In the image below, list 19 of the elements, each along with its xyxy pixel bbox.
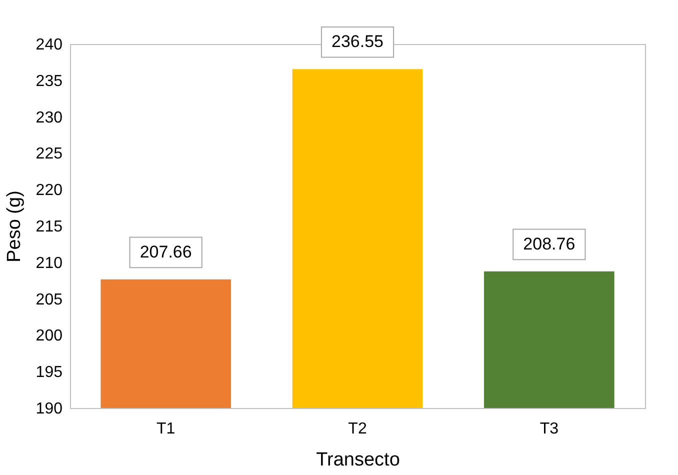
y-tick-label: 190: [36, 400, 63, 418]
data-label: 208.76: [523, 234, 576, 254]
x-tick-label: T2: [348, 420, 367, 438]
x-tick-label: T1: [156, 420, 176, 438]
data-label: 207.66: [140, 242, 192, 262]
y-tick-label: 235: [36, 72, 63, 90]
x-tick-label: T3: [540, 420, 559, 438]
y-tick-label: 195: [36, 364, 63, 382]
y-tick-label: 240: [36, 36, 63, 54]
y-tick-label: 220: [36, 182, 63, 200]
y-tick-label: 205: [36, 291, 63, 308]
y-tick-label: 230: [36, 109, 63, 126]
y-tick-label: 215: [36, 218, 63, 236]
y-tick-label: 210: [36, 254, 63, 272]
x-axis-title: Transecto: [316, 450, 400, 470]
data-label: 236.55: [332, 32, 384, 52]
y-tick-label: 225: [36, 146, 63, 163]
y-axis-title: Peso (g): [4, 190, 25, 262]
y-tick-label: 200: [36, 328, 63, 345]
